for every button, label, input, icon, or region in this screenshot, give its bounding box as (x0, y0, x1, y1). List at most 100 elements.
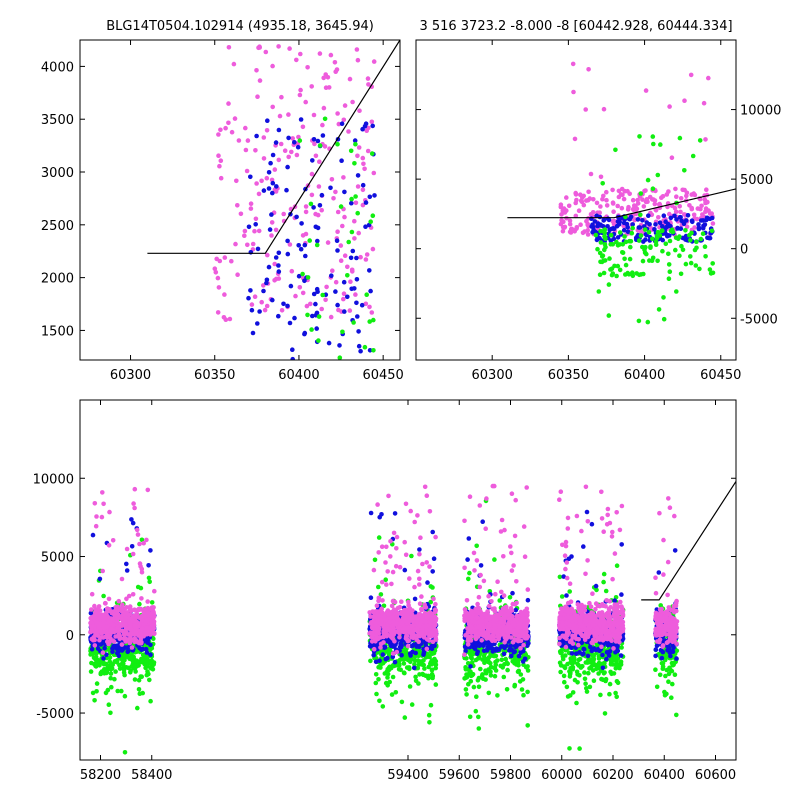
data-point-blue (268, 160, 273, 166)
data-point-magenta (403, 501, 409, 507)
data-point-magenta (270, 63, 275, 69)
data-point-blue (341, 279, 347, 285)
data-point-green (636, 238, 642, 243)
data-point-blue (124, 568, 130, 573)
data-point-blue (356, 343, 362, 349)
data-point-blue (288, 283, 294, 289)
data-point-magenta (682, 98, 687, 103)
data-point-magenta (287, 46, 292, 51)
data-point-blue (635, 217, 641, 222)
data-point-green (602, 235, 608, 240)
data-point-green (680, 247, 686, 253)
data-point-magenta (703, 137, 708, 142)
data-point-magenta (340, 223, 345, 229)
data-point-green (622, 256, 627, 262)
data-point-blue (286, 135, 291, 141)
data-point-magenta (279, 308, 285, 313)
data-point-blue (335, 248, 340, 253)
data-point-green (147, 647, 153, 653)
data-point-green (597, 272, 603, 278)
data-point-green (700, 231, 706, 236)
data-point-magenta (256, 191, 262, 197)
data-point-magenta (468, 629, 474, 635)
data-point-magenta (508, 544, 513, 549)
data-point-magenta (365, 76, 371, 81)
data-point-magenta (102, 620, 107, 625)
data-point-magenta (319, 207, 325, 213)
data-point-magenta (471, 550, 477, 556)
data-point-magenta (486, 631, 491, 637)
data-point-magenta (242, 228, 248, 234)
data-point-magenta (502, 527, 507, 533)
data-point-blue (88, 610, 94, 616)
data-point-magenta (572, 136, 578, 142)
data-point-magenta (394, 534, 400, 540)
data-point-green (489, 653, 495, 658)
data-point-green (112, 659, 117, 664)
data-point-green (335, 141, 340, 147)
data-point-magenta (678, 196, 684, 201)
data-point-magenta (524, 610, 529, 616)
data-point-green (146, 575, 152, 581)
data-point-magenta (493, 591, 498, 597)
data-point-blue (249, 307, 255, 313)
data-point-magenta (218, 175, 224, 181)
data-point-magenta (325, 75, 331, 80)
data-point-blue (355, 173, 361, 178)
data-point-green (653, 239, 659, 244)
data-point-magenta (140, 626, 145, 631)
data-point-green (412, 658, 418, 664)
data-point-blue (326, 340, 332, 346)
data-point-green (101, 661, 107, 667)
data-point-blue (354, 277, 360, 282)
data-point-green (407, 666, 412, 672)
data-point-green (133, 669, 138, 674)
data-point-green (670, 229, 676, 235)
data-point-green (139, 659, 145, 665)
data-point-magenta (508, 606, 514, 611)
data-point-green (433, 665, 439, 671)
data-point-magenta (384, 633, 390, 639)
data-point-blue (591, 227, 596, 233)
data-point-magenta (94, 621, 100, 627)
panel-top-left: BLG14T0504.102914 (4935.18, 3645.94) 603… (41, 19, 404, 383)
data-point-green (623, 262, 629, 268)
data-point-green (504, 660, 510, 665)
data-point-magenta (367, 610, 373, 615)
data-point-green (409, 553, 414, 559)
data-point-blue (678, 215, 683, 220)
data-point-magenta (245, 138, 251, 143)
y-tick-label: 3000 (41, 166, 74, 181)
data-point-magenta (493, 615, 499, 621)
data-point-blue (276, 269, 282, 274)
data-point-green (468, 655, 474, 660)
data-point-green (650, 186, 656, 191)
data-point-magenta (89, 607, 94, 612)
data-point-green (479, 673, 485, 678)
data-point-magenta (590, 210, 596, 215)
data-point-blue (690, 219, 695, 225)
data-point-magenta (235, 272, 240, 278)
data-point-green (483, 668, 488, 673)
data-point-blue (463, 648, 468, 654)
data-point-blue (653, 222, 658, 227)
data-point-blue (311, 137, 317, 142)
data-point-magenta (688, 72, 694, 78)
data-point-magenta (269, 233, 274, 238)
data-point-magenta (223, 125, 228, 131)
data-point-magenta (106, 618, 112, 624)
data-point-green (373, 672, 379, 677)
data-point-green (348, 148, 354, 154)
data-point-magenta (472, 568, 477, 573)
data-point-magenta (126, 637, 132, 643)
data-point-magenta (264, 175, 270, 181)
data-point-green (145, 669, 150, 674)
data-point-blue (521, 648, 526, 654)
data-point-magenta (470, 618, 475, 624)
y-tick-label: 4000 (41, 60, 74, 75)
y-tick-label: 3500 (41, 113, 74, 128)
data-point-magenta (232, 116, 238, 121)
data-point-magenta (462, 565, 467, 571)
data-point-magenta (379, 606, 385, 612)
data-point-magenta (128, 606, 133, 612)
